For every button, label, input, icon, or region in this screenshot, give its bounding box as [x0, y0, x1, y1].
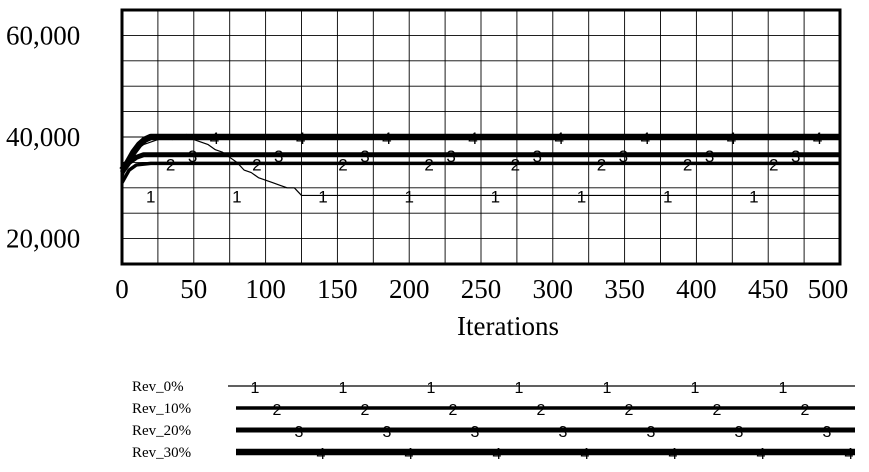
x-tick-label: 450 [748, 274, 789, 304]
legend-marker: 3 [559, 424, 568, 441]
series-marker: 1 [749, 187, 758, 206]
x-axis-title: Iterations [457, 311, 559, 341]
series-marker: 3 [274, 147, 283, 166]
series-marker: 1 [146, 187, 155, 206]
legend-marker: 4 [317, 446, 326, 463]
x-tick-label: 150 [317, 274, 358, 304]
series-marker: 2 [683, 155, 692, 174]
series-marker: 4 [641, 129, 650, 148]
legend-marker: 1 [603, 380, 612, 397]
series-marker: 4 [210, 129, 219, 148]
series-marker: 3 [360, 147, 369, 166]
plot-frame [120, 8, 842, 266]
series-marker: 4 [727, 129, 736, 148]
series-marker: 1 [232, 187, 241, 206]
legend-label: Rev_30% [132, 445, 191, 461]
series-marker: 4 [468, 129, 477, 148]
y-tick-label: 40,000 [6, 122, 80, 152]
series-line [119, 133, 840, 172]
legend-marker: 1 [779, 380, 788, 397]
x-tick-label: 50 [180, 274, 207, 304]
series-marker: 2 [424, 155, 433, 174]
series-marker: 3 [705, 147, 714, 166]
legend: Rev_0% 1 1 1 1 1 1 1 Rev_10% 2 2 2 2 2 2 2 Rev_20% 3 3 3 3 3 3… [132, 379, 855, 463]
legend-marker: 2 [361, 402, 370, 419]
legend-marker: 4 [845, 446, 854, 463]
series-marker: 2 [166, 155, 175, 174]
series-marker: 1 [404, 187, 413, 206]
legend-marker: 3 [823, 424, 832, 441]
legend-label: Rev_20% [132, 423, 191, 439]
legend-marker: 1 [251, 380, 260, 397]
series-marker: 2 [769, 155, 778, 174]
legend-marker: 3 [735, 424, 744, 441]
series-marker: 2 [338, 155, 347, 174]
legend-marker: 1 [427, 380, 436, 397]
legend-marker: 2 [713, 402, 722, 419]
series-marker: 3 [188, 147, 197, 166]
legend-marker: 2 [449, 402, 458, 419]
series-marker: 1 [491, 187, 500, 206]
series-marker: 1 [577, 187, 586, 206]
series-marker: 3 [619, 147, 628, 166]
x-tick-label: 250 [461, 274, 502, 304]
legend-label: Rev_10% [132, 401, 191, 417]
y-axis-ticks: 20,000 40,000 60,000 [6, 20, 80, 253]
series-line [120, 161, 840, 184]
series-marker: 4 [813, 129, 822, 148]
legend-marker: 2 [537, 402, 546, 419]
series-marker: 2 [597, 155, 606, 174]
x-tick-label: 0 [115, 274, 129, 304]
series-marker: 3 [446, 147, 455, 166]
legend-marker: 3 [383, 424, 392, 441]
series-lines: 1 1 1 1 1 1 1 12 2 2 2 2 2 2 23 3 3 3 3 3 3 34 4 4 4 4 4 4 4 [119, 129, 840, 206]
legend-marker: 1 [339, 380, 348, 397]
legend-marker: 4 [493, 446, 502, 463]
x-tick-label: 300 [533, 274, 574, 304]
series-marker: 3 [791, 147, 800, 166]
legend-marker: 1 [515, 380, 524, 397]
legend-marker: 4 [581, 446, 590, 463]
legend-marker: 3 [295, 424, 304, 441]
x-tick-label: 500 [808, 274, 849, 304]
x-tick-label: 100 [245, 274, 286, 304]
legend-marker: 2 [801, 402, 810, 419]
legend-marker: 3 [647, 424, 656, 441]
series-marker: 4 [554, 129, 563, 148]
legend-marker: 4 [405, 446, 414, 463]
legend-marker: 2 [625, 402, 634, 419]
x-tick-label: 200 [389, 274, 430, 304]
legend-marker: 4 [757, 446, 766, 463]
legend-marker: 2 [273, 402, 282, 419]
series-marker: 2 [511, 155, 520, 174]
series-marker: 1 [318, 187, 327, 206]
series-marker: 4 [382, 129, 391, 148]
x-axis-ticks: 0 50 100 150 200 250 300 350 400 450 500 [115, 274, 848, 304]
series-line [121, 133, 840, 197]
legend-marker: 1 [691, 380, 700, 397]
series-marker: 1 [663, 187, 672, 206]
x-tick-label: 350 [604, 274, 645, 304]
legend-marker: 3 [471, 424, 480, 441]
legend-label: Rev_0% [132, 379, 184, 395]
legend-marker: 4 [669, 446, 678, 463]
series-marker: 4 [296, 129, 305, 148]
series-marker: 3 [533, 147, 542, 166]
series-marker: 2 [252, 155, 261, 174]
x-tick-label: 400 [676, 274, 717, 304]
y-tick-label: 20,000 [6, 224, 80, 254]
y-tick-label: 60,000 [6, 20, 80, 50]
